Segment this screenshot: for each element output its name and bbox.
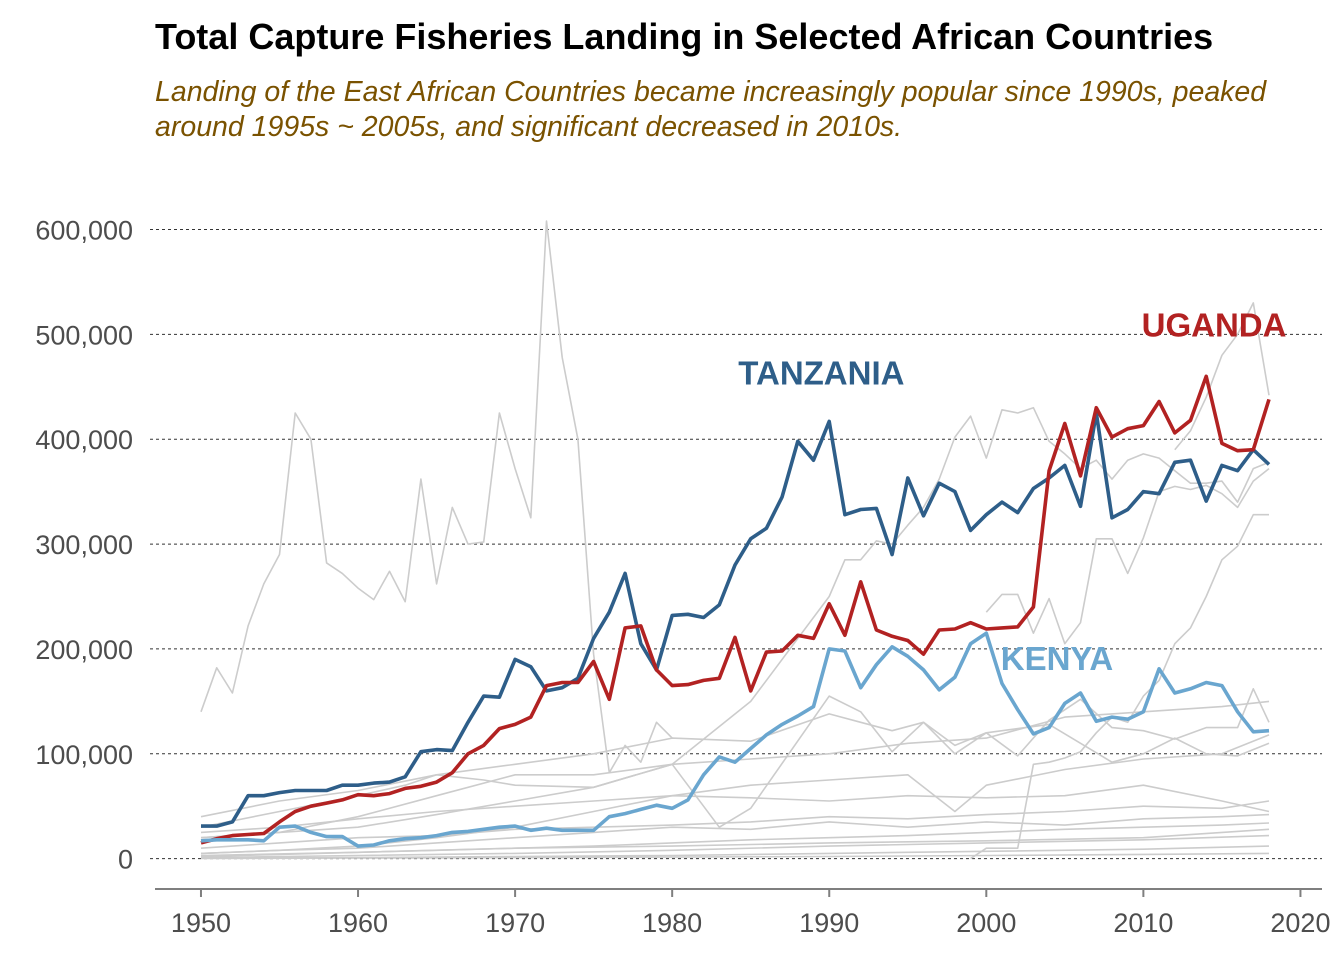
- background-series-line: [200, 406, 1270, 839]
- x-tick-label: 1960: [328, 908, 388, 938]
- y-tick-label: 600,000: [35, 215, 133, 245]
- background-series-line: [1174, 302, 1270, 451]
- series-line-kenya: [200, 631, 1270, 848]
- x-tick-label: 2020: [1270, 908, 1330, 938]
- series-label-kenya: KENYA: [1001, 640, 1114, 677]
- x-tick-label: 1980: [642, 908, 702, 938]
- highlight-series: [200, 374, 1271, 848]
- background-series-line: [200, 784, 1270, 834]
- background-series-line: [200, 828, 1270, 857]
- background-series-line: [200, 813, 1270, 855]
- background-series-line: [200, 734, 1270, 855]
- axes: 0 100,000 200,000 300,000 400,000 500,000 600,…: [35, 215, 1330, 938]
- background-series-line: [200, 852, 1270, 860]
- x-tick-label: 1970: [485, 908, 545, 938]
- x-tick-label: 1990: [799, 908, 859, 938]
- y-tick-label: 400,000: [35, 425, 133, 455]
- subtitle-line-2: around 1995s ~ 2005s, and significant de…: [155, 111, 903, 143]
- x-tick-label: 2000: [956, 908, 1016, 938]
- y-tick-label: 200,000: [35, 635, 133, 665]
- subtitle-line-1: Landing of the East African Countries be…: [155, 76, 1267, 108]
- background-series-line: [200, 700, 1270, 839]
- x-tick-label: 1950: [171, 908, 231, 938]
- y-tick-label: 100,000: [35, 740, 133, 770]
- series-label-tanzania: TANZANIA: [738, 355, 904, 392]
- background-series-line: [200, 800, 1270, 849]
- chart-subtitle: Landing of the East African Countries be…: [155, 75, 1340, 145]
- y-tick-label: 500,000: [35, 320, 133, 350]
- background-series-line: [200, 834, 1270, 859]
- background-series-line: [985, 467, 1270, 645]
- x-tick-label: 2010: [1113, 908, 1173, 938]
- y-tick-label: 300,000: [35, 530, 133, 560]
- background-series-line: [200, 687, 1270, 818]
- background-series-line: [200, 695, 1270, 829]
- series-line-tanzania: [201, 411, 1271, 828]
- y-tick-label: 0: [118, 845, 133, 875]
- chart-title: Total Capture Fisheries Landing in Selec…: [155, 16, 1214, 57]
- series-line-uganda: [200, 374, 1271, 845]
- background-series-line: [200, 220, 673, 774]
- series-label-uganda: UGANDA: [1142, 306, 1287, 343]
- country-labels: TANZANIA UGANDA KENYA: [738, 306, 1286, 676]
